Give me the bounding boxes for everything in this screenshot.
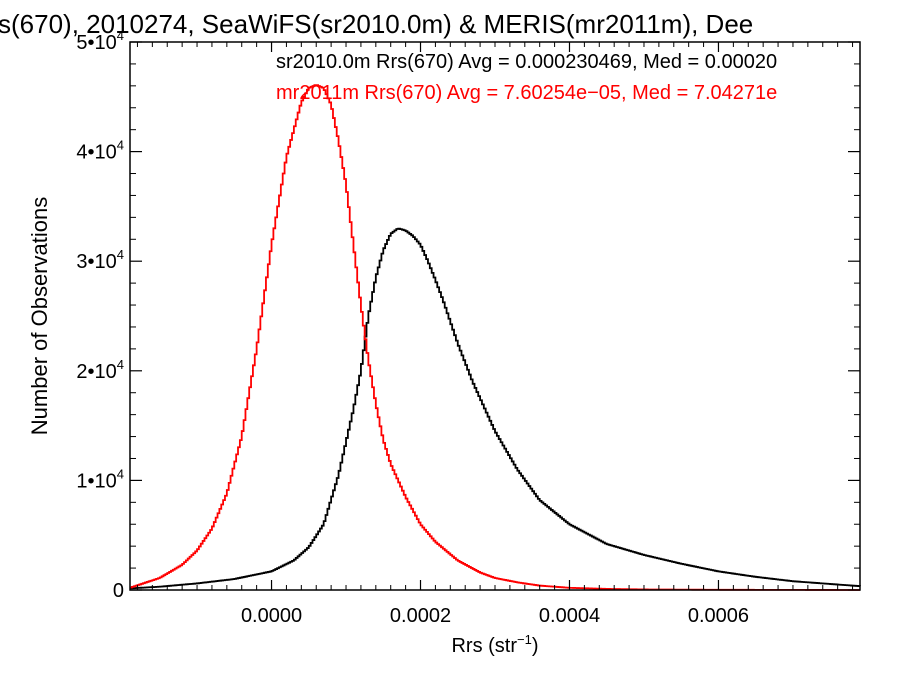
y-tick-label-4: 4•104 — [76, 138, 124, 164]
y-tick-label-0: 0 — [113, 580, 124, 602]
x-axis-label: Rrs (str−1) — [451, 632, 538, 657]
y-tick-label-5: 5•104 — [76, 28, 124, 54]
y-axis-label: Number of Observations — [27, 197, 52, 435]
annotation-black: sr2010.0m Rrs(670) Avg = 0.000230469, Me… — [276, 51, 777, 73]
y-tick-label-1: 1•104 — [76, 466, 124, 492]
y-tick-labels: 0 1•104 2•104 3•104 4•104 5•104 — [76, 28, 124, 602]
series-line-1 — [130, 84, 860, 591]
y-tick-label-3: 3•104 — [76, 247, 124, 273]
series-line-0 — [130, 227, 861, 590]
series-layer — [130, 84, 861, 591]
x-tick-label-2: 0.0004 — [539, 605, 600, 627]
chart-title: s(670), 2010274, SeaWiFS(sr2010.0m) & ME… — [0, 9, 753, 39]
x-tick-label-1: 0.0002 — [390, 605, 451, 627]
x-tick-label-3: 0.0006 — [688, 605, 749, 627]
x-tick-labels: 0.0000 0.0002 0.0004 0.0006 — [241, 605, 749, 627]
y-tick-label-2: 2•104 — [76, 357, 124, 383]
annotation-red: mr2011m Rrs(670) Avg = 7.60254e−05, Med … — [276, 82, 777, 104]
x-axis-label-main: Rrs (str — [451, 635, 517, 657]
x-axis-label-sup: −1 — [517, 632, 532, 647]
plot-frame — [129, 41, 861, 591]
ticks-layer — [130, 41, 860, 591]
x-tick-label-0: 0.0000 — [241, 605, 302, 627]
x-axis-label-close: ) — [532, 635, 539, 657]
